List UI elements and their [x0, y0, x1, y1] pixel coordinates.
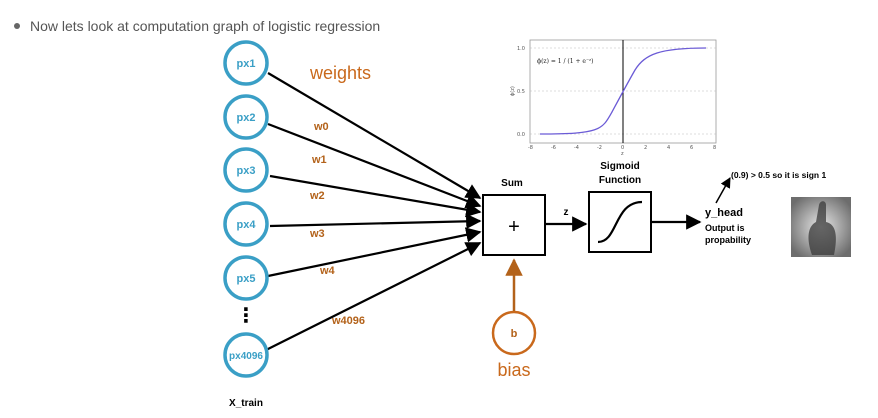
edge-px1 [267, 72, 482, 199]
x-tick: 4 [667, 145, 670, 151]
weights-title: weights [309, 63, 371, 83]
input-node [223, 255, 269, 301]
plot-xlabel: z [621, 151, 624, 157]
y-tick: 1.0 [517, 46, 525, 52]
bias-node-label: b [511, 328, 518, 340]
input-node [223, 94, 269, 140]
input-label: px4 [237, 219, 257, 231]
plus-sign: + [508, 216, 520, 238]
weight-labels: weights w0 w1 w2 w3 w4 w4096 [309, 63, 371, 327]
sum-label: Sum [501, 178, 523, 189]
ellipsis: ⋮ [236, 303, 256, 327]
input-label: px5 [237, 273, 256, 285]
x-tick: 8 [713, 145, 716, 151]
x-tick: -2 [597, 145, 602, 151]
weight-label: w4096 [331, 315, 365, 327]
sigmoid-curve [539, 47, 707, 135]
sigmoid-label-2: Function [599, 175, 641, 186]
weight-label: w4 [319, 265, 336, 277]
bias-label: bias [497, 360, 530, 380]
input-label: px4096 [229, 351, 263, 362]
weight-label: w1 [311, 154, 327, 166]
output-line-2: propability [705, 235, 751, 245]
input-edges [265, 72, 482, 351]
x-tick: 0 [621, 145, 624, 151]
weight-label: w0 [313, 121, 329, 133]
edge-px2 [267, 122, 482, 209]
edge-px3 [269, 174, 482, 218]
plot-formula: ϕ(z) = 1 / (1 + e⁻ᶻ) [537, 58, 593, 65]
edge-px5 [267, 227, 482, 278]
x-tick: -8 [528, 145, 533, 151]
sigmoid-plot: ϕ(z) = 1 / (1 + e⁻ᶻ) 1.0 0.5 0.0 ϕ(z) -8… [510, 39, 717, 157]
edge-px4096 [265, 242, 482, 351]
bullet-icon [14, 23, 20, 29]
z-label: z [564, 207, 569, 218]
decision-arrow [715, 177, 731, 204]
sign-language-image [791, 197, 851, 257]
input-node [223, 147, 269, 193]
x-tick: -6 [551, 145, 556, 151]
intro-bullet: Now lets look at computation graph of lo… [14, 18, 380, 34]
input-label: px2 [237, 112, 256, 124]
input-node [223, 201, 269, 247]
bias-node [491, 310, 537, 356]
y-tick: 0.5 [517, 89, 525, 95]
input-label: px3 [237, 165, 256, 177]
input-node [223, 40, 269, 86]
plot-ylabel: ϕ(z) [510, 86, 516, 96]
x-tick: 2 [644, 145, 647, 151]
x-tick: -4 [574, 145, 579, 151]
sigmoid-curve-icon [597, 200, 643, 244]
weight-label: w2 [309, 190, 325, 202]
sum-box [482, 194, 546, 256]
input-node [223, 332, 269, 378]
output-line-1: Output is [705, 223, 745, 233]
x-train-label: X_train [229, 398, 263, 409]
input-label: px1 [237, 58, 256, 70]
sigmoid-label-1: Sigmoid [600, 161, 639, 172]
x-tick: 6 [690, 145, 693, 151]
weight-label: w3 [309, 228, 325, 240]
input-nodes: px1 px2 px3 px4 px5 ⋮ px4096 X_train [223, 40, 269, 409]
decision-text: (0.9) > 0.5 so it is sign 1 [731, 170, 826, 180]
hand-icon [808, 201, 836, 255]
edge-px4 [269, 213, 482, 230]
y-head-label: y_head [705, 207, 743, 219]
y-tick: 0.0 [517, 132, 525, 138]
intro-text: Now lets look at computation graph of lo… [30, 18, 381, 34]
